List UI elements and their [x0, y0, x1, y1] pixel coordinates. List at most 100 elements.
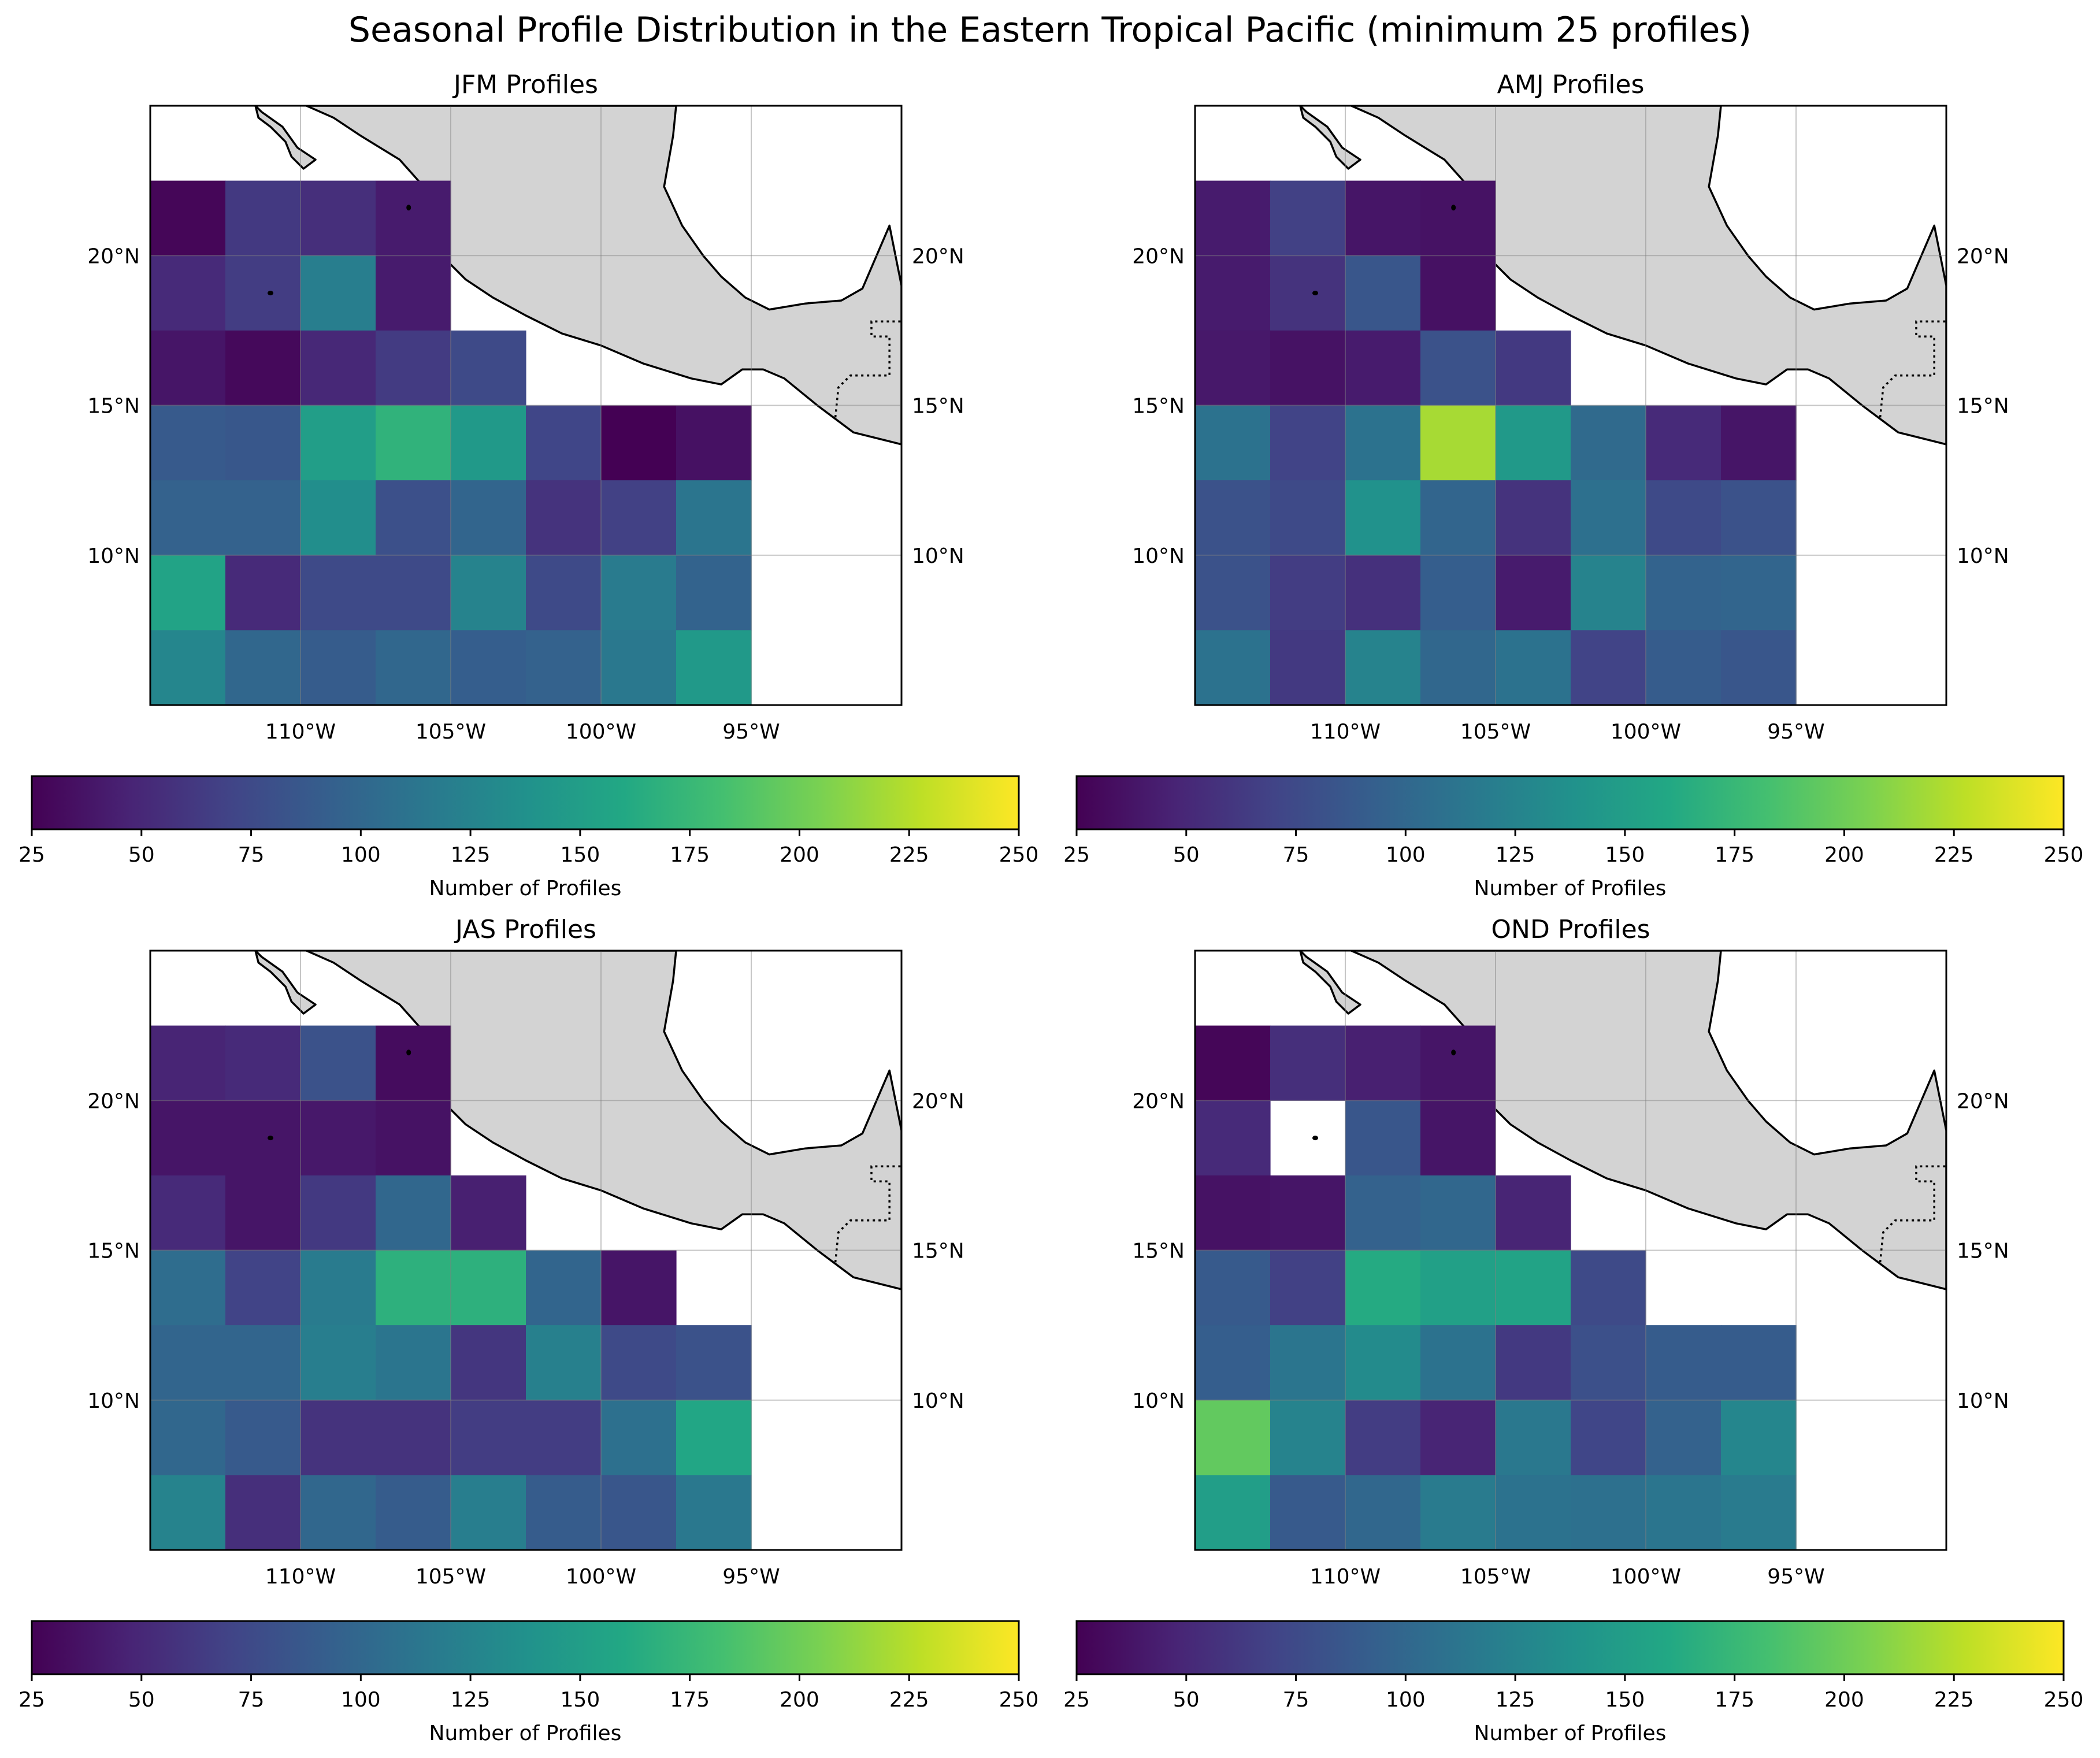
heatmap-cell — [225, 1175, 301, 1251]
x-tick-label: 100°W — [1611, 720, 1681, 744]
heatmap-cell — [526, 1325, 602, 1401]
heatmap-cell — [1195, 1025, 1271, 1101]
heatmap-cell — [1571, 405, 1646, 481]
colorbar-tick-label: 75 — [1283, 1688, 1309, 1712]
heatmap-cell — [1345, 1325, 1421, 1401]
island-marker — [1312, 291, 1318, 296]
heatmap-cell — [1195, 1250, 1271, 1326]
country-border — [1879, 1165, 1946, 1263]
heatmap-cell — [225, 1250, 301, 1326]
heatmap-cell — [1496, 480, 1571, 556]
heatmap-cell — [1646, 405, 1721, 481]
heatmap-cell — [300, 180, 376, 256]
heatmap-cell — [1420, 630, 1496, 705]
heatmap-cell — [526, 480, 602, 556]
heatmap-cell — [1270, 1250, 1346, 1326]
y-tick-label-right: 15°N — [912, 1240, 964, 1263]
heatmap-cell — [1496, 1400, 1571, 1475]
colorbar-gradient — [1075, 775, 2065, 830]
heatmap-cell — [1195, 630, 1271, 705]
colorbar-tick-label: 200 — [1824, 843, 1864, 867]
heatmap-cell — [1270, 480, 1346, 556]
heatmap-cell — [1420, 330, 1496, 406]
heatmap-cell — [150, 1025, 226, 1101]
island-marker — [268, 1136, 273, 1141]
heatmap-cell — [1721, 1400, 1797, 1475]
y-tick-label-right: 10°N — [1957, 544, 2009, 568]
panel-title: JAS Profiles — [454, 915, 596, 944]
heatmap-cell — [225, 405, 301, 481]
y-tick-label-left: 10°N — [1132, 1389, 1185, 1413]
x-tick-label: 105°W — [415, 720, 486, 744]
heatmap-cell — [300, 1400, 376, 1475]
heatmap-cell — [1345, 405, 1421, 481]
baja-california-land — [1299, 106, 1361, 170]
heatmap-cell — [225, 1400, 301, 1475]
heatmap-cell — [1496, 1325, 1571, 1401]
heatmap-cell — [376, 1175, 451, 1251]
x-tick-label: 110°W — [265, 720, 336, 744]
heatmap-cell — [1646, 1475, 1721, 1550]
heatmap-cell — [225, 555, 301, 630]
gridlines — [1195, 106, 1946, 705]
colorbar-tick-label: 75 — [238, 843, 265, 867]
heatmap-cell — [451, 405, 526, 481]
heatmap-cell — [1195, 1175, 1271, 1251]
heatmap-cell — [1195, 1400, 1271, 1475]
heatmap-cell — [1270, 1325, 1346, 1401]
y-tick-label-left: 20°N — [1132, 1089, 1185, 1113]
heatmap-cells — [1195, 180, 1797, 705]
heatmap-cell — [451, 480, 526, 556]
heatmap-cell — [1345, 1100, 1421, 1176]
y-tick-label-right: 10°N — [1957, 1389, 2009, 1413]
heatmap-cell — [601, 1250, 677, 1326]
heatmap-cell — [1195, 180, 1271, 256]
colorbar-label: Number of Profiles — [1474, 1722, 1667, 1745]
y-tick-label-left: 20°N — [87, 1089, 140, 1113]
heatmap-cell — [601, 1475, 677, 1550]
colorbar-tick-label: 50 — [128, 843, 155, 867]
y-tick-label-left: 15°N — [87, 1240, 140, 1263]
island-marker — [406, 205, 411, 211]
heatmap-cell — [376, 330, 451, 406]
heatmap-cell — [225, 1325, 301, 1401]
heatmap-cell — [1345, 180, 1421, 256]
map-panel-4: OND Profiles 110°W 105°W 100°W 95°W 10°N 10°N 1… — [1063, 915, 2083, 1745]
colorbar-tick-label: 150 — [561, 843, 600, 867]
colorbar-tick-label: 225 — [889, 843, 929, 867]
heatmap-cell — [1496, 630, 1571, 705]
heatmap-cell — [526, 630, 602, 705]
heatmap-cell — [451, 1400, 526, 1475]
colorbar-tick-label: 100 — [1386, 1688, 1426, 1712]
map-panel-3: JAS Profiles 110°W 105°W 100°W 95°W 10°N 10°N 1… — [18, 915, 1038, 1745]
heatmap-cell — [225, 630, 301, 705]
heatmap-cell — [225, 1100, 301, 1176]
y-tick-label-right: 15°N — [1957, 395, 2009, 418]
colorbar-tick-label: 200 — [1824, 1688, 1864, 1712]
heatmap-cell — [376, 1025, 451, 1101]
colorbar-tick-label: 100 — [1386, 843, 1426, 867]
colorbar-tick-label: 125 — [451, 843, 491, 867]
heatmap-cell — [451, 330, 526, 406]
y-tick-label-left: 15°N — [87, 395, 140, 418]
y-tick-label-right: 20°N — [1957, 1089, 2009, 1113]
colorbar-gradient — [31, 1620, 1020, 1675]
heatmap-cell — [1721, 405, 1797, 481]
heatmap-cell — [1571, 630, 1646, 705]
baja-california-land — [1299, 951, 1361, 1015]
heatmap-cell — [376, 1400, 451, 1475]
island-marker — [1451, 1049, 1456, 1056]
heatmap-cell — [1345, 630, 1421, 705]
colorbar-tick-label: 250 — [2044, 1688, 2084, 1712]
heatmap-cell — [1571, 1475, 1646, 1550]
heatmap-cell — [1195, 405, 1271, 481]
heatmap-cell — [1646, 630, 1721, 705]
colorbar-tick-label: 175 — [1715, 1688, 1754, 1712]
axes-frame — [1194, 950, 1947, 1551]
heatmap-cell — [1420, 1025, 1496, 1101]
colorbar-tick-label: 175 — [670, 1688, 710, 1712]
heatmap-cell — [1420, 480, 1496, 556]
heatmap-cell — [1345, 255, 1421, 331]
